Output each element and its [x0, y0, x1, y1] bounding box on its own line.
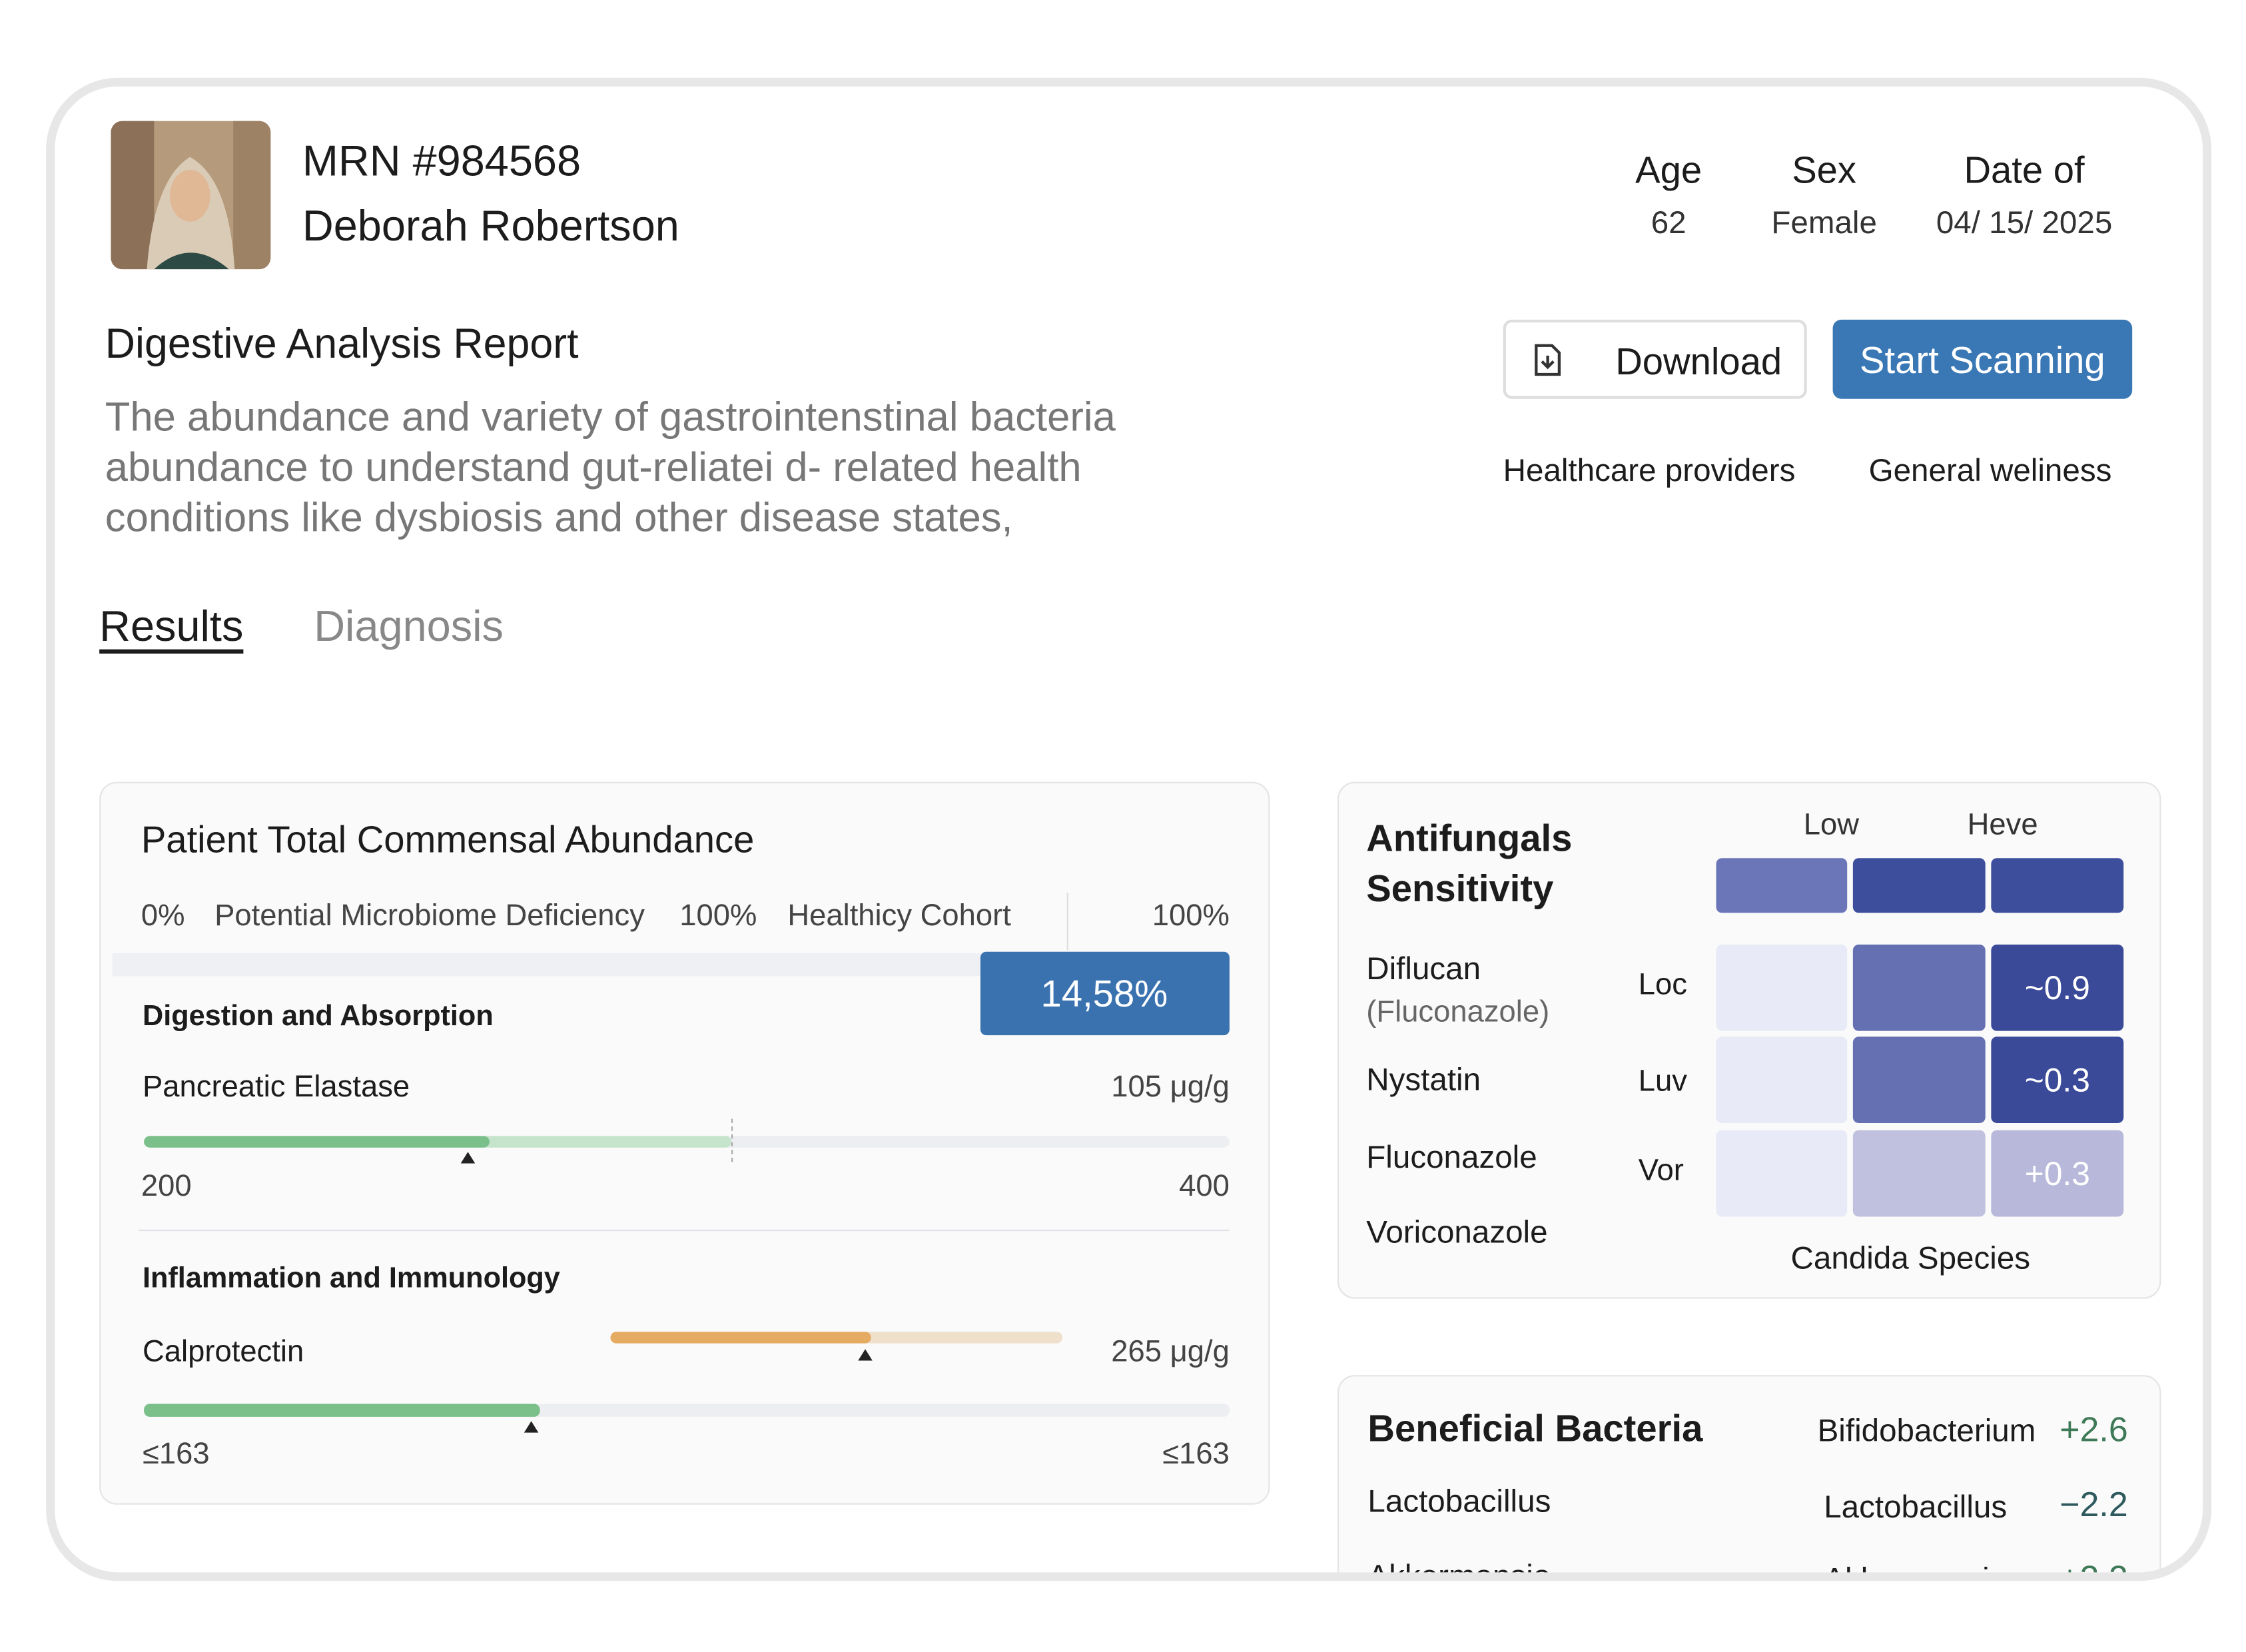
- bacteria: Lactobacillus: [1367, 1483, 1551, 1519]
- code: Loc: [1638, 968, 1687, 1002]
- drug: Voriconazole: [1366, 1214, 1548, 1250]
- download-icon: [1535, 344, 1561, 376]
- download-label: Download: [1615, 340, 1782, 383]
- panel-title: Patient Total Commensal Abundance: [141, 817, 755, 861]
- scale-label: 100%: [679, 899, 757, 933]
- score: +2.6: [2059, 1411, 2128, 1450]
- panel-title: Sensitivity: [1366, 867, 1554, 911]
- link[interactable]: Healthcare providers: [1503, 452, 1796, 488]
- heat-cell: [1852, 858, 1986, 913]
- fill: [144, 1404, 540, 1417]
- metric: Calprotectin: [142, 1335, 304, 1369]
- date-label: Date of: [1964, 148, 2085, 192]
- heat-cell: ~0.9: [1991, 944, 2124, 1031]
- heat-cell: [1852, 944, 1986, 1031]
- code: Vor: [1638, 1154, 1684, 1188]
- column-label: Heve: [1967, 808, 2038, 842]
- sex: Female: [1771, 204, 1877, 240]
- pointer: [858, 1349, 873, 1361]
- range-min: 200: [141, 1170, 192, 1203]
- divider: [1066, 893, 1068, 951]
- download-button[interactable]: Download: [1503, 319, 1807, 399]
- heat-cell: ~0.3: [1991, 1036, 2124, 1123]
- metric-value: 105 μg/g: [1111, 1070, 1230, 1104]
- fill: [610, 1332, 871, 1344]
- metric: Pancreatic Elastase: [142, 1070, 410, 1104]
- pointer: [524, 1421, 539, 1433]
- patient-photo: [111, 121, 271, 270]
- beneficial-panel: [1337, 1375, 2161, 1573]
- bacteria: Akkermansia: [1367, 1557, 1551, 1581]
- bacteria: Lactobacillus: [1824, 1488, 2008, 1525]
- section-title: Inflammation and Immunology: [142, 1262, 560, 1295]
- age-label: Age: [1635, 148, 1702, 192]
- score: −2.2: [2059, 1485, 2128, 1525]
- score: +2.2: [2059, 1559, 2128, 1581]
- code: Luv: [1638, 1064, 1687, 1098]
- patient-name: Deborah Robertson: [302, 203, 679, 251]
- age: 62: [1651, 204, 1686, 240]
- date: 04/ 15/ 2025: [1936, 204, 2113, 240]
- marker: [731, 1118, 733, 1162]
- start-label: Start Scanning: [1860, 338, 2105, 382]
- badge: 14,58%: [980, 951, 1230, 1036]
- scale-label: Potential Microbiome Deficiency: [214, 899, 645, 933]
- track: [112, 953, 991, 977]
- heat-cell: [1991, 858, 2124, 913]
- link[interactable]: General weliness: [1868, 452, 2112, 488]
- range-max: 400: [1179, 1170, 1230, 1203]
- heat-cell: [1716, 944, 1848, 1031]
- scale-label: 100%: [1152, 899, 1230, 933]
- pointer: [460, 1152, 476, 1164]
- fill: [144, 1136, 490, 1148]
- heat-cell: [1716, 1036, 1848, 1123]
- badge-value: 14,58%: [1040, 972, 1168, 1015]
- bacteria: Akkermansia: [1824, 1561, 2008, 1581]
- panel-title: Antifungals: [1366, 816, 1573, 860]
- drug: Nystatin: [1366, 1061, 1481, 1098]
- column-label: Low: [1803, 808, 1860, 842]
- card-content: MRN #984568 Deborah Robertson Age 62 Sex…: [55, 87, 2203, 1581]
- separator: [138, 1229, 1230, 1232]
- mrn: MRN #984568: [302, 138, 581, 186]
- drug: Fluconazole: [1366, 1138, 1537, 1175]
- report-description: The abundance and variety of gastrointen…: [105, 394, 1116, 542]
- report-card: MRN #984568 Deborah Robertson Age 62 Sex…: [46, 77, 2212, 1581]
- heat-cell: +0.3: [1991, 1130, 2124, 1217]
- range-min: ≤163: [142, 1438, 210, 1471]
- heatmap-footer: Candida Species: [1790, 1240, 2031, 1276]
- report-title: Digestive Analysis Report: [105, 322, 579, 368]
- heat-cell: [1716, 1130, 1848, 1217]
- metric-value: 265 μg/g: [1111, 1335, 1230, 1369]
- section-title: Digestion and Absorption: [142, 1001, 494, 1032]
- tab-active[interactable]: Results: [99, 603, 244, 651]
- heat-cell: [1852, 1130, 1986, 1217]
- scale-label: Healthicy Cohort: [787, 899, 1011, 933]
- drug: Diflucan: [1366, 950, 1481, 987]
- heat-cell: [1852, 1036, 1986, 1123]
- range-max: ≤163: [1162, 1438, 1230, 1471]
- drug-sub: (Fluconazole): [1366, 995, 1550, 1029]
- tab[interactable]: Diagnosis: [314, 603, 504, 651]
- bacteria: Bifidobacterium: [1817, 1412, 2036, 1449]
- heat-cell: [1716, 858, 1848, 913]
- panel-title: Beneficial Bacteria: [1367, 1406, 1703, 1450]
- scale-label: 0%: [141, 899, 185, 933]
- start-button[interactable]: Start Scanning: [1832, 319, 2133, 399]
- sex-label: Sex: [1792, 148, 1857, 192]
